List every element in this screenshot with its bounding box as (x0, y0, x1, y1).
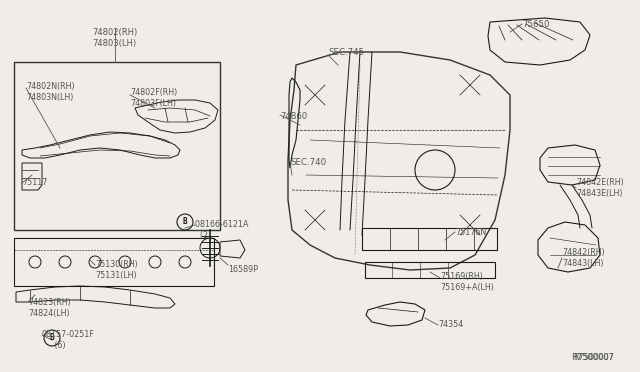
Text: 74B60: 74B60 (280, 112, 307, 121)
Text: 08157-0251F
     (6): 08157-0251F (6) (42, 330, 95, 350)
Bar (365, 262, 495, 278)
Text: 75650: 75650 (522, 20, 550, 29)
Text: 74842(RH)
74843(LH): 74842(RH) 74843(LH) (562, 248, 605, 268)
Text: R7500007: R7500007 (571, 353, 614, 362)
Text: 16589P: 16589P (228, 265, 258, 274)
Text: 74823(RH)
74824(LH): 74823(RH) 74824(LH) (28, 298, 71, 318)
Text: 74802F(RH)
74803F(LH): 74802F(RH) 74803F(LH) (130, 88, 177, 108)
Text: R7500007: R7500007 (573, 353, 614, 362)
Text: 75130(RH)
75131(LH): 75130(RH) 75131(LH) (95, 260, 138, 280)
Text: B: B (50, 334, 54, 343)
Text: 75169(RH)
75169+A(LH): 75169(RH) 75169+A(LH) (440, 272, 494, 292)
Text: SEC.740: SEC.740 (290, 158, 326, 167)
Text: 74802N(RH)
74803N(LH): 74802N(RH) 74803N(LH) (26, 82, 75, 102)
Bar (362, 228, 497, 250)
Text: 75117: 75117 (22, 178, 47, 187)
Text: B: B (182, 218, 188, 227)
Text: 75176N: 75176N (455, 228, 486, 237)
Text: 08166-6121⁠A
  (2): 08166-6121⁠A (2) (195, 220, 248, 240)
Text: 74354: 74354 (438, 320, 463, 329)
Bar (14, 62, 220, 230)
Text: SEC.745: SEC.745 (328, 48, 364, 57)
Text: 74802(RH)
74803(LH): 74802(RH) 74803(LH) (92, 28, 138, 48)
Text: 74842E(RH)
74843E(LH): 74842E(RH) 74843E(LH) (576, 178, 624, 198)
Bar (14, 238, 214, 286)
